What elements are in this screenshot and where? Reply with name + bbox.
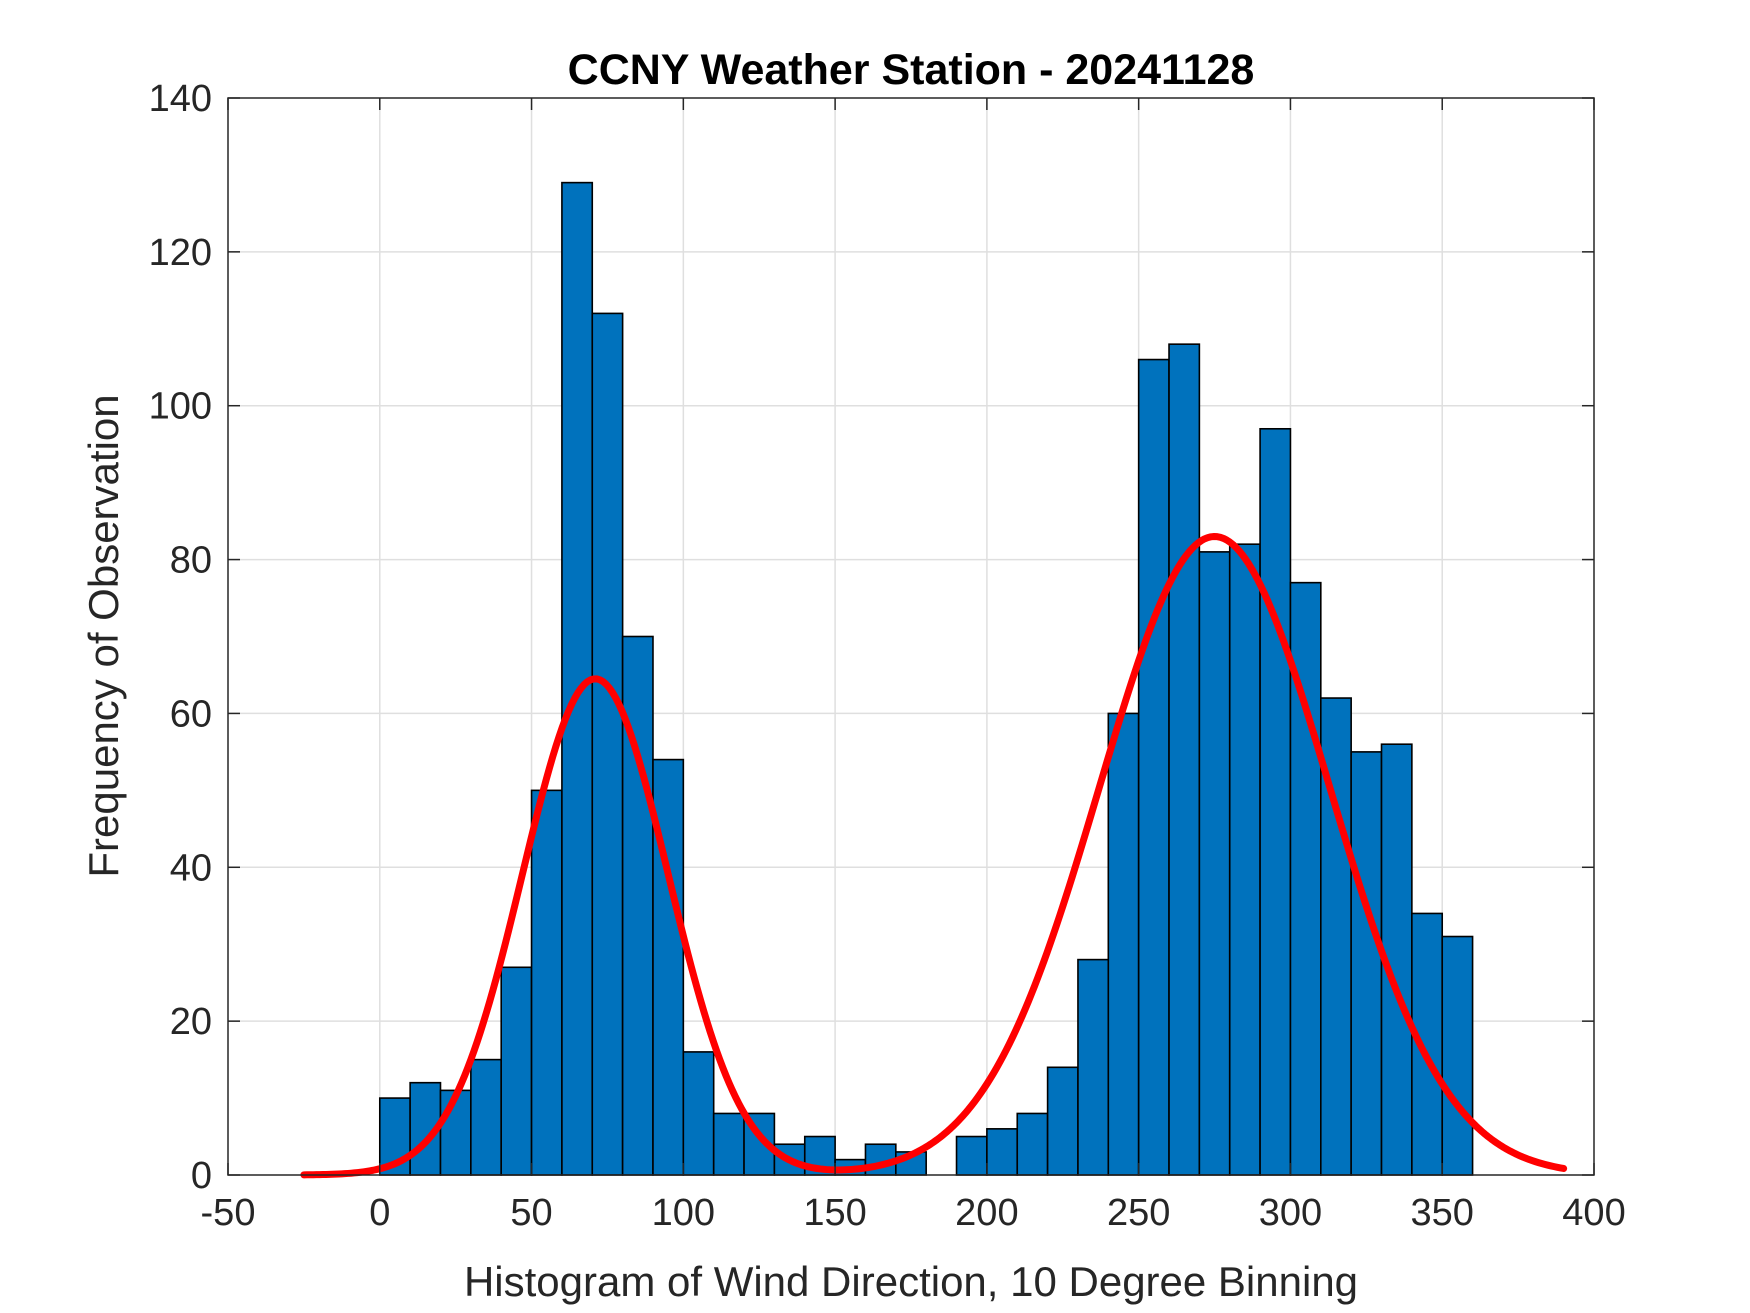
x-tick-label: 100 <box>652 1192 715 1234</box>
histogram-bar <box>1228 543 1261 1176</box>
y-axis-label: Frequency of Observation <box>80 394 127 877</box>
histogram-bar <box>712 1112 745 1176</box>
fit-curve <box>300 533 1568 1179</box>
y-tick-label: 0 <box>191 1155 212 1197</box>
axes <box>227 97 1595 1176</box>
histogram-bar <box>1198 551 1231 1176</box>
histogram-bar <box>1046 1066 1079 1176</box>
y-tick-label: 20 <box>170 1001 212 1043</box>
histogram-bar <box>955 1135 988 1176</box>
y-tick-label: 80 <box>170 540 212 582</box>
histogram-bar <box>682 1051 715 1176</box>
x-tick-label: -50 <box>201 1192 256 1234</box>
x-tick-label: 50 <box>510 1192 552 1234</box>
x-tick-label: 150 <box>803 1192 866 1234</box>
x-tick-label: 300 <box>1259 1192 1322 1234</box>
fit-curve-group <box>300 533 1568 1179</box>
histogram-bar <box>1168 343 1201 1176</box>
histogram-bar <box>1441 935 1474 1176</box>
histogram-bar <box>1016 1112 1049 1176</box>
histogram-bar <box>530 789 563 1176</box>
y-tick-label: 120 <box>149 232 212 274</box>
histogram-bar <box>500 966 533 1176</box>
histogram-bar <box>439 1089 472 1176</box>
y-tick-label: 40 <box>170 847 212 889</box>
y-tick-label: 140 <box>149 78 212 120</box>
x-tick-label: 200 <box>955 1192 1018 1234</box>
chart-title: CCNY Weather Station - 20241128 <box>568 46 1255 94</box>
y-tick-label: 100 <box>149 386 212 428</box>
axes-box <box>227 97 1595 1176</box>
histogram-bar <box>1077 958 1110 1176</box>
histogram-bar <box>591 312 624 1176</box>
x-tick-label: 0 <box>369 1192 390 1234</box>
x-tick-label: 250 <box>1107 1192 1170 1234</box>
histogram-bar <box>1137 358 1170 1176</box>
histogram-bar <box>1107 712 1140 1176</box>
histogram-bar <box>1350 751 1383 1176</box>
y-tick-label: 60 <box>170 693 212 735</box>
histogram-bar <box>470 1058 503 1176</box>
x-tick-label: 350 <box>1411 1192 1474 1234</box>
x-axis-label: Histogram of Wind Direction, 10 Degree B… <box>464 1258 1358 1305</box>
x-tick-label: 400 <box>1562 1192 1625 1234</box>
tick-labels: -50 0 50 100 150 200 250 300 350 4000204060801001… <box>149 78 1626 1234</box>
histogram-bar <box>1259 427 1292 1176</box>
histogram-bar <box>986 1128 1019 1176</box>
